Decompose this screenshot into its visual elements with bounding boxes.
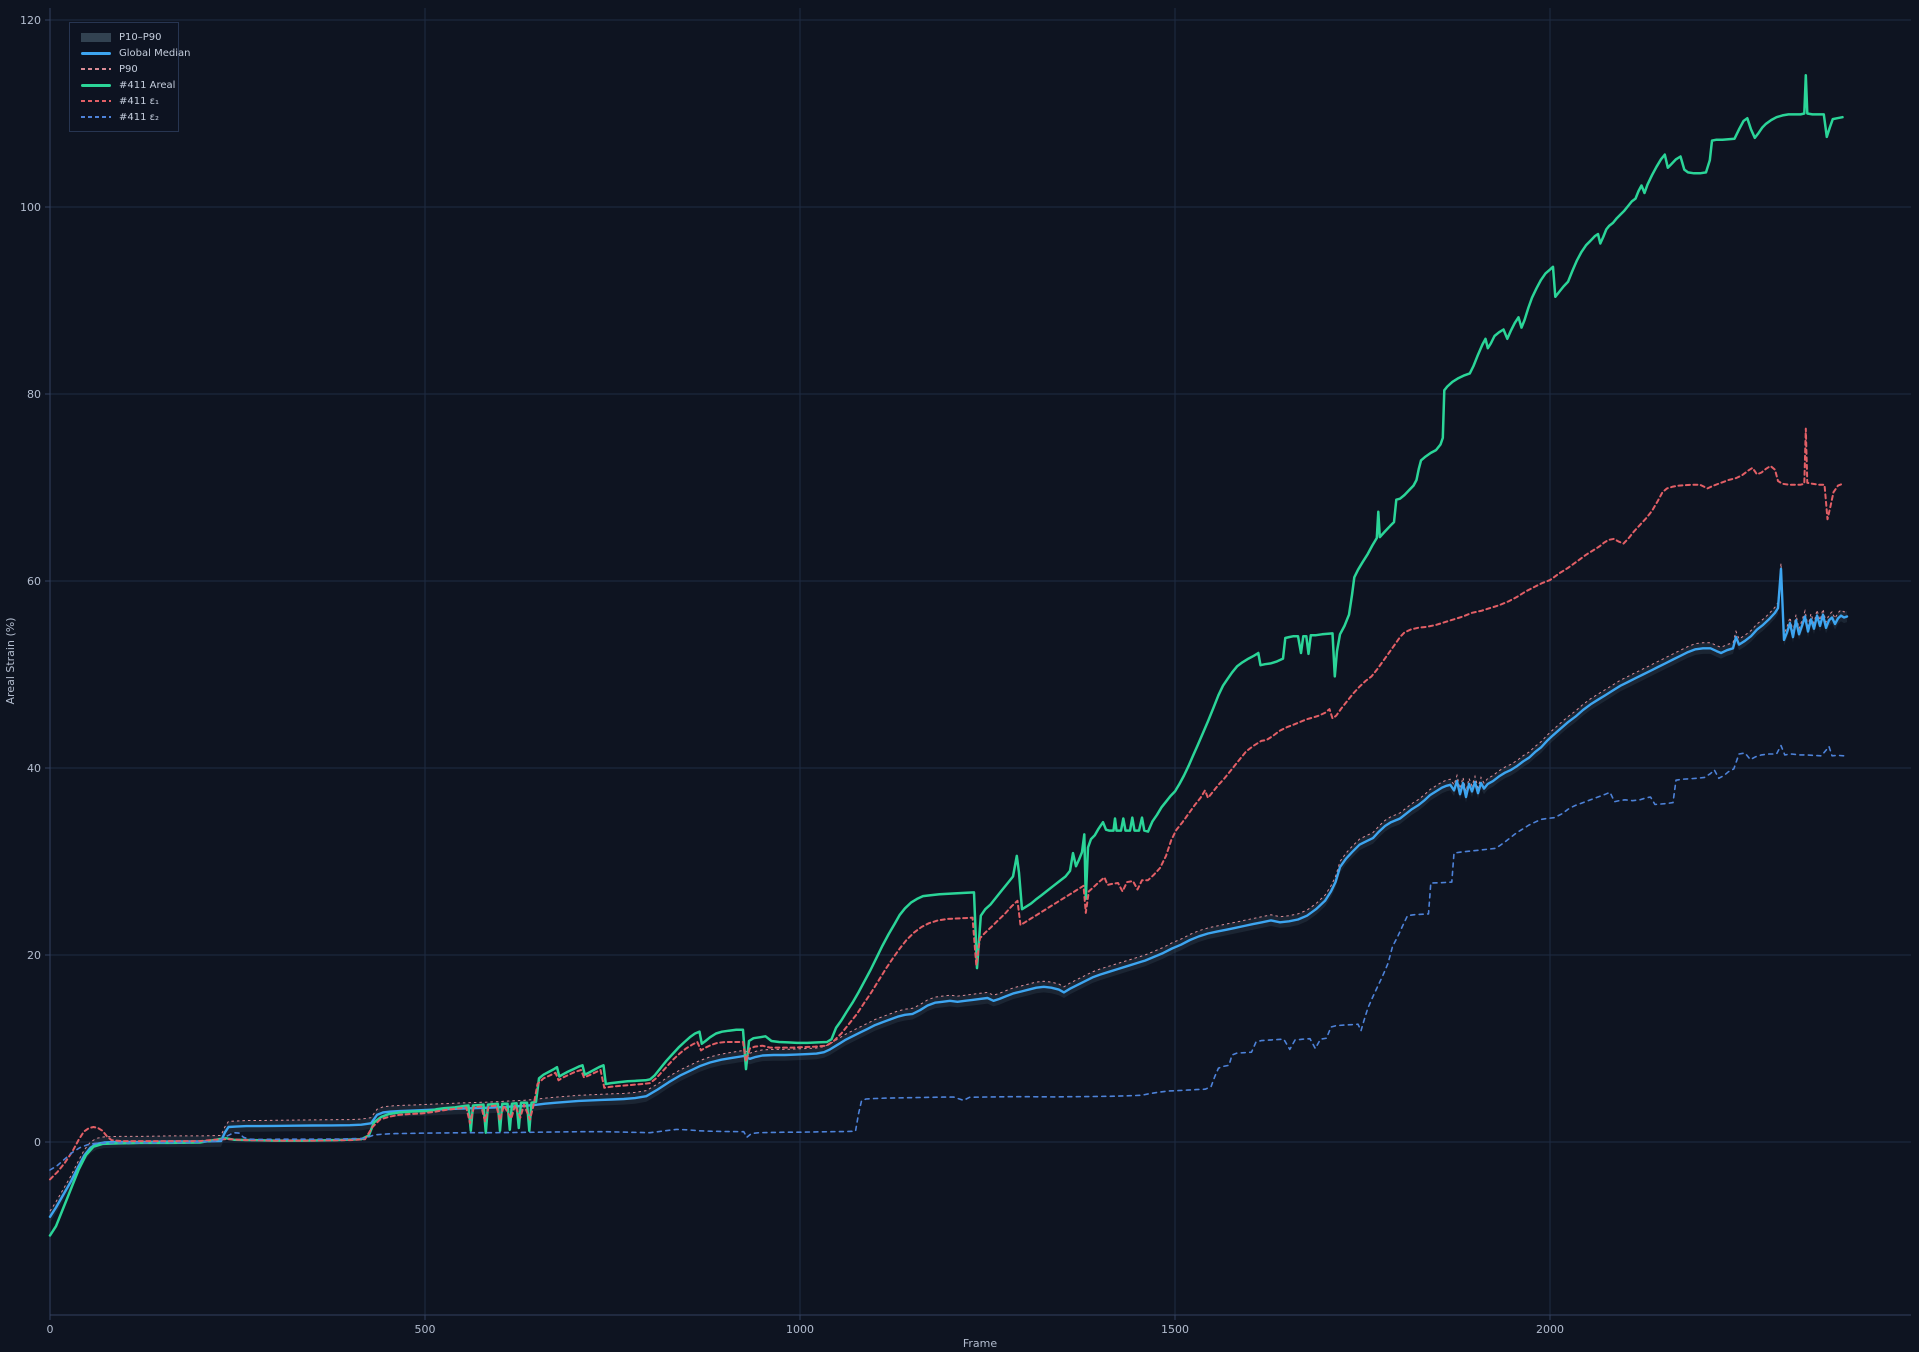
- x-tick-label: 1000: [786, 1323, 814, 1336]
- legend-swatch-line: [81, 83, 111, 87]
- eps2-411-line: [49, 744, 1845, 1171]
- legend-item-411-eps1[interactable]: #411 ε₁: [81, 95, 169, 107]
- y-tick-label: 20: [27, 949, 41, 962]
- y-axis-title: Areal Strain (%): [4, 618, 17, 705]
- x-tick-label: 2000: [1536, 1323, 1564, 1336]
- y-tick-label: 0: [34, 1136, 41, 1149]
- axes: [45, 8, 1911, 1320]
- legend-swatch-band: [81, 32, 111, 42]
- x-tick-label: 0: [47, 1323, 54, 1336]
- areal-411-line: [48, 73, 1844, 1237]
- y-tick-label: 40: [27, 762, 41, 775]
- p90-line: [49, 563, 1848, 1212]
- y-tick-label: 60: [27, 575, 41, 588]
- legend-item-p10-p90[interactable]: P10–P90: [81, 31, 169, 43]
- x-tick-label: 1500: [1161, 1323, 1189, 1336]
- series-lines: [48, 73, 1849, 1237]
- legend-item-411-areal[interactable]: #411 Areal: [81, 80, 175, 91]
- legend-label: #411 Areal: [119, 79, 176, 91]
- legend-label: P10–P90: [119, 31, 162, 43]
- legend-label: #411 ε₁: [119, 95, 160, 107]
- legend-swatch-dash: [81, 115, 111, 119]
- legend: P10–P90 Global Median P90 #411 Areal #411 ε₁…: [69, 22, 190, 132]
- legend-label: #411 ε₂: [119, 111, 160, 123]
- legend-swatch-line: [81, 51, 111, 55]
- tick-labels: 0 20 40 60 80 100 120 0 500 1000 1500 2000: [20, 14, 1564, 1336]
- legend-label: P90: [119, 63, 138, 75]
- y-tick-label: 80: [27, 388, 41, 401]
- y-tick-label: 120: [20, 14, 41, 27]
- legend-item-411-eps2[interactable]: #411 ε₂: [81, 111, 169, 123]
- eps1-411-line: [49, 427, 1844, 1181]
- legend-item-global-median[interactable]: Global Median: [81, 48, 190, 59]
- legend-label: Global Median: [119, 47, 191, 59]
- legend-swatch-dash: [81, 99, 111, 103]
- x-axis-title: Frame: [963, 1337, 998, 1350]
- legend-item-p90[interactable]: P90: [81, 63, 169, 75]
- x-tick-label: 500: [415, 1323, 436, 1336]
- y-tick-label: 100: [20, 201, 41, 214]
- legend-swatch-dash-thin: [81, 68, 111, 70]
